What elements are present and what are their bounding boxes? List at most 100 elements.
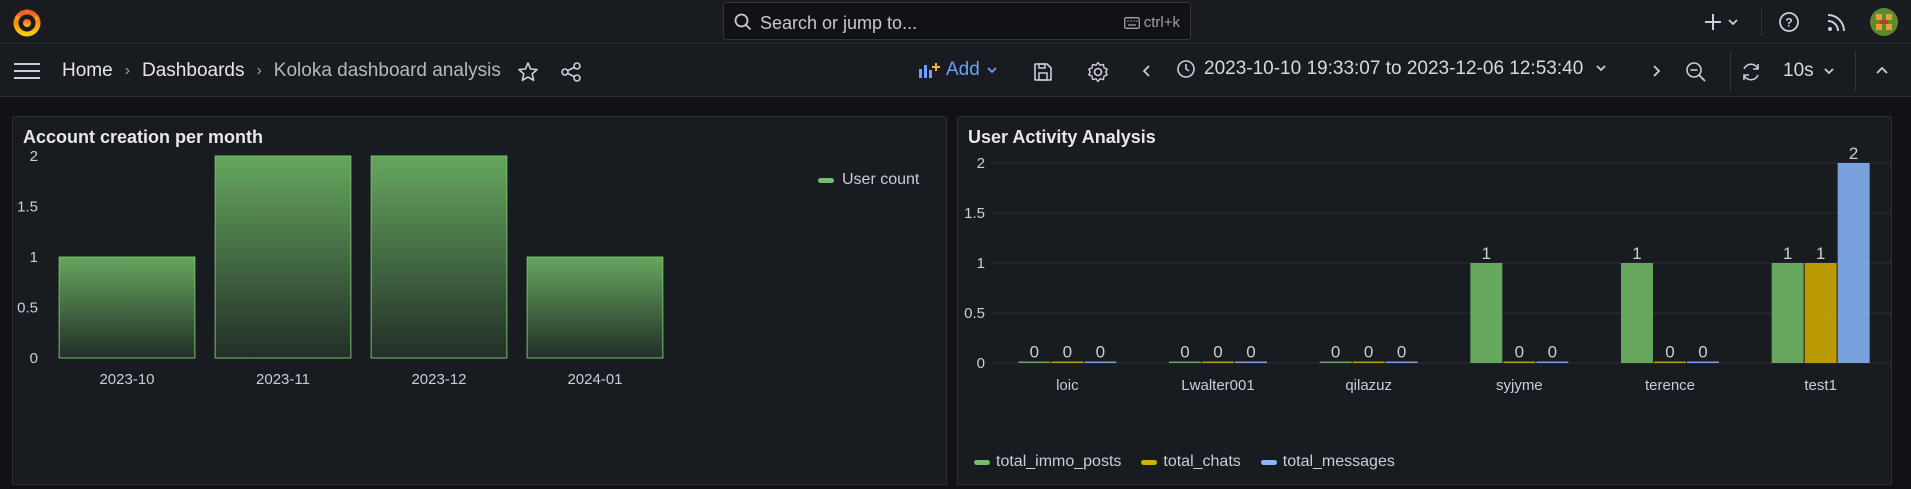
share-button[interactable] <box>559 60 583 84</box>
bar-value-label: 1 <box>1783 244 1792 263</box>
zoom-out-button[interactable] <box>1685 61 1707 83</box>
panel-title[interactable]: User Activity Analysis <box>968 127 1156 147</box>
divider <box>1855 51 1856 91</box>
x-tick-label: 2023-12 <box>411 371 466 388</box>
clock-icon <box>1177 60 1195 78</box>
panel-user-activity: User Activity Analysis 0 0.5 1 1.5 2 0 0 0 loic 0… <box>957 116 1892 485</box>
search-shortcut: ctrl+k <box>1123 14 1180 31</box>
bar-value-label: 0 <box>1698 343 1707 362</box>
bar-Lwalter001-total_messages <box>1235 361 1267 363</box>
breadcrumb-current: Koloka dashboard analysis <box>273 60 501 81</box>
chevron-left-icon <box>1142 65 1150 77</box>
breadcrumb-dashboards[interactable]: Dashboards <box>142 60 245 81</box>
y-tick-label: 1.5 <box>17 199 38 216</box>
user-activity-chart: 0 0.5 1 1.5 2 0 0 0 loic 0 0 0 Lwalter001 0 0 0 qilazuz 1… <box>964 144 1891 394</box>
add-button[interactable]: Add <box>918 59 998 81</box>
bar-value-label: 1 <box>1482 244 1491 263</box>
y-tick-label: 0 <box>977 355 985 372</box>
bar-2023-11 <box>214 155 352 359</box>
bar-terence-total_immo_posts <box>1621 263 1653 363</box>
refresh-button[interactable] <box>1740 61 1762 83</box>
chevron-up-icon <box>1876 66 1888 74</box>
breadcrumb-home[interactable]: Home <box>62 60 113 81</box>
x-tick-label: qilazuz <box>1345 377 1392 394</box>
legend-label[interactable]: User count <box>842 171 920 188</box>
star-button[interactable] <box>516 60 540 84</box>
x-tick-label: syjyme <box>1496 377 1543 394</box>
bar-value-label: 0 <box>1331 343 1340 362</box>
bar-terence-total_chats <box>1654 361 1686 363</box>
bar-syjyme-total_messages <box>1536 361 1569 363</box>
x-tick-label: 2023-10 <box>99 371 154 388</box>
save-icon <box>1034 63 1052 81</box>
help-icon: ? <box>1779 12 1799 32</box>
grafana-logo-icon[interactable] <box>12 8 42 38</box>
bar-2023-12 <box>370 155 508 359</box>
bar-syjyme-total_chats <box>1503 361 1536 363</box>
dashboard-nav-bar: Home › Dashboards › Koloka dashboard ana… <box>0 45 1911 97</box>
divider <box>1730 51 1731 91</box>
bar-2023-10 <box>58 256 196 359</box>
bar-value-label: 1 <box>1816 244 1825 263</box>
keyboard-icon <box>1123 16 1140 29</box>
legend-swatch <box>1141 459 1158 465</box>
bar-value-label: 0 <box>1030 343 1039 362</box>
gear-icon <box>1088 61 1108 83</box>
time-shift-back-button[interactable] <box>1139 61 1155 81</box>
breadcrumb: Home › Dashboards › Koloka dashboard ana… <box>62 60 501 82</box>
add-panel-icon <box>919 63 940 78</box>
help-button[interactable]: ? <box>1777 10 1801 34</box>
shortcut-label: ctrl+k <box>1143 14 1180 31</box>
chart-legend: total_immo_posts total_chats total_message… <box>974 453 1409 471</box>
bar-Lwalter001-total_chats <box>1202 361 1234 363</box>
y-tick-label: 0.5 <box>964 305 985 322</box>
bar-value-label: 0 <box>1364 343 1373 362</box>
bar-terence-total_messages <box>1687 361 1719 363</box>
bar-value-label: 0 <box>1096 343 1105 362</box>
time-shift-forward-button[interactable] <box>1648 61 1664 81</box>
legend-label[interactable]: total_messages <box>1282 453 1395 470</box>
user-avatar[interactable] <box>1869 7 1899 37</box>
bar-value-label: 0 <box>1063 343 1072 362</box>
bar-test1-total_messages <box>1837 163 1870 363</box>
add-button-label: Add <box>946 59 980 80</box>
legend-label[interactable]: total_immo_posts <box>996 453 1122 470</box>
hamburger-icon <box>14 63 40 79</box>
panel-title[interactable]: Account creation per month <box>23 127 264 147</box>
bar-value-label: 0 <box>1515 343 1524 362</box>
plus-icon <box>1705 14 1738 30</box>
news-button[interactable] <box>1825 10 1849 34</box>
chevron-right-icon: › <box>124 62 131 79</box>
chevron-right-icon <box>1653 65 1661 77</box>
refresh-interval-picker[interactable]: 10s <box>1783 60 1814 81</box>
chevron-right-icon: › <box>256 62 262 79</box>
legend-swatch <box>974 459 990 465</box>
y-tick-label: 1.5 <box>964 205 985 222</box>
dashboard-settings-button[interactable] <box>1087 61 1109 83</box>
legend-label[interactable]: total_chats <box>1163 453 1241 470</box>
y-tick-label: 0 <box>30 350 38 367</box>
chevron-down-icon <box>987 67 997 74</box>
star-icon <box>518 62 538 82</box>
time-range-picker[interactable]: 2023-10-10 19:33:07 to 2023-12-06 12:53:… <box>1176 58 1609 80</box>
panel-account-creation: Account creation per month User count 0 0… <box>12 116 947 485</box>
search-input[interactable]: Search or jump to... <box>760 13 918 33</box>
y-tick-label: 0.5 <box>17 300 38 317</box>
chevron-down-icon <box>1824 68 1834 75</box>
refresh-interval-dropdown[interactable] <box>1822 63 1836 79</box>
top-bar: Search or jump to... ctrl+k ? <box>0 0 1911 44</box>
bar-qilazuz-total_chats <box>1352 361 1385 363</box>
y-tick-label: 1 <box>977 255 985 272</box>
collapse-navbar-button[interactable] <box>1872 61 1892 81</box>
chevron-down-icon <box>1596 65 1606 72</box>
new-menu-button[interactable] <box>1703 10 1743 34</box>
search-bar[interactable]: Search or jump to... ctrl+k <box>723 2 1191 40</box>
bar-syjyme-total_immo_posts <box>1470 263 1503 363</box>
bar-2024-01 <box>526 256 664 359</box>
save-dashboard-button[interactable] <box>1032 61 1054 83</box>
bar-qilazuz-total_immo_posts <box>1319 361 1352 363</box>
menu-toggle-button[interactable] <box>14 60 40 82</box>
bar-value-label: 0 <box>1213 343 1222 362</box>
x-tick-label: Lwalter001 <box>1181 377 1254 394</box>
time-range-label: 2023-10-10 19:33:07 to 2023-12-06 12:53:… <box>1204 58 1584 79</box>
